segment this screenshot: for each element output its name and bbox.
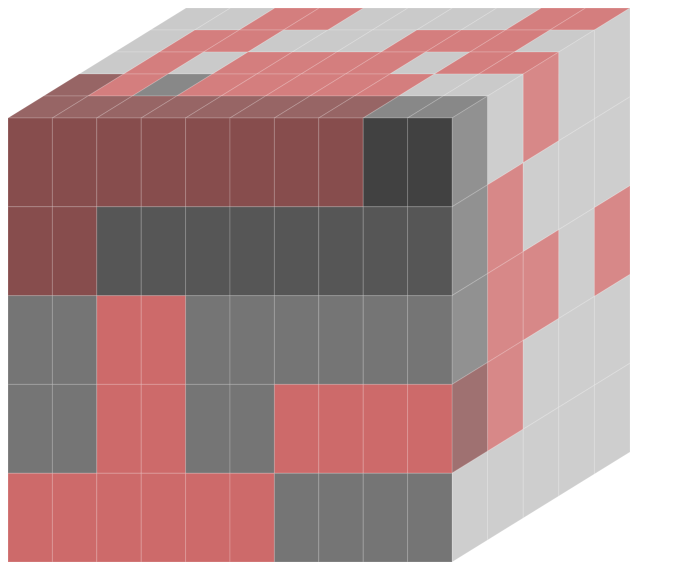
front-cell [229,295,275,385]
front-cell [318,295,364,385]
front-cell [362,117,409,208]
cube-top-face [6,7,632,119]
front-cell [51,117,98,208]
front-cell [96,383,142,474]
front-cell [273,472,320,563]
front-cell [7,472,53,563]
front-cell [273,206,320,297]
front-cell [140,295,187,385]
front-cell [140,472,187,563]
front-cell [140,383,187,474]
front-cell [407,383,453,474]
front-cell [51,472,98,563]
front-cell [273,295,320,385]
front-cell [140,117,187,208]
front-cell [140,206,187,297]
front-cell [407,206,453,297]
front-cell [96,206,142,297]
front-cell [229,383,275,474]
front-cell [7,117,53,208]
front-cell [229,206,275,297]
front-cell [362,295,409,385]
front-cell [51,206,98,297]
front-cell [229,472,275,563]
front-cell [96,117,142,208]
cube-front-face [7,117,453,563]
front-cell [185,117,231,208]
front-cell [51,295,98,385]
front-cell [51,383,98,474]
front-cell [185,383,231,474]
front-cell [7,206,53,297]
front-cell [185,472,231,563]
front-cell [7,295,53,385]
front-cell [318,117,364,208]
front-cell [318,472,364,563]
front-cell [185,295,231,385]
front-cell [273,117,320,208]
front-cell [362,206,409,297]
front-cell [362,383,409,474]
front-cell [407,472,453,563]
front-cell [185,206,231,297]
front-cell [273,383,320,474]
front-cell [96,295,142,385]
front-cell [7,383,53,474]
front-cell [318,206,364,297]
front-cell [318,383,364,474]
front-cell [407,295,453,385]
front-cell [407,117,453,208]
front-cell [362,472,409,563]
front-cell [229,117,275,208]
front-cell [96,472,142,563]
side-cell [593,362,631,475]
cube-right-face [451,7,631,563]
